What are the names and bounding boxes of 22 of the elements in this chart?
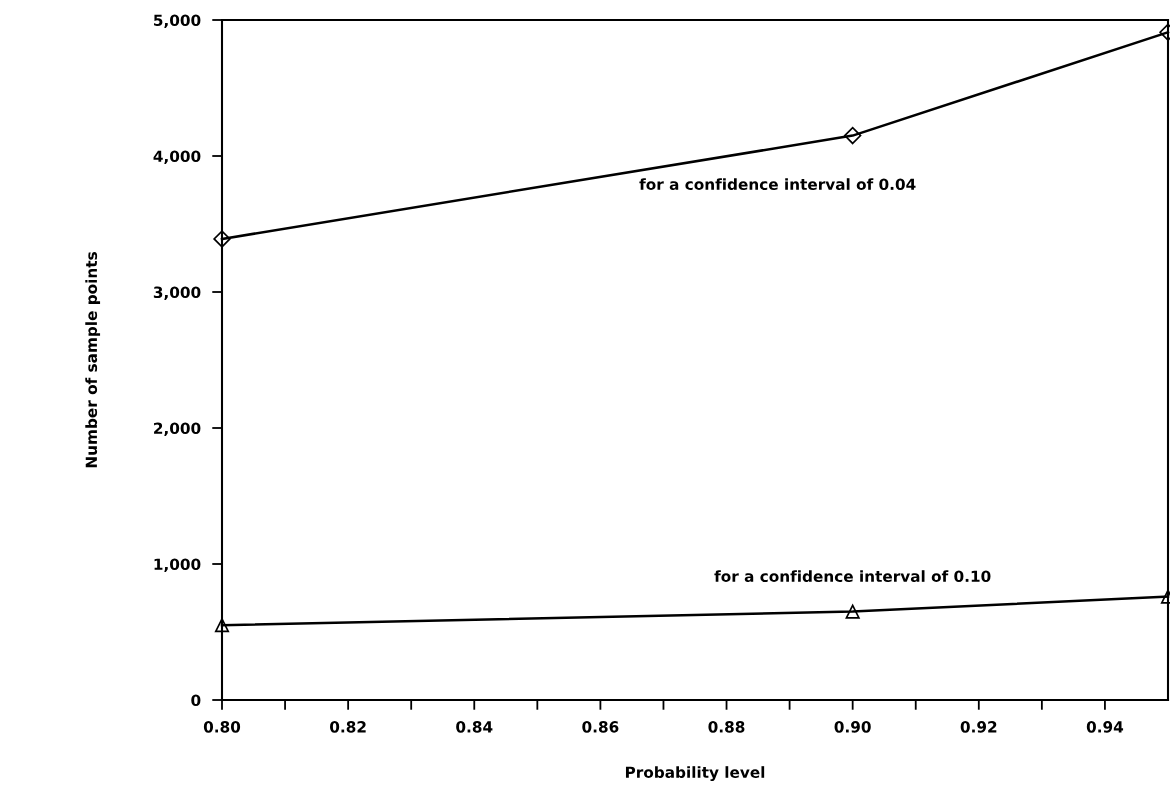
point: [843, 126, 862, 145]
y-tick-label: 4,000: [153, 150, 201, 164]
x-axis-title: Probability level: [625, 766, 765, 782]
y-tick-label: 3,000: [153, 286, 201, 300]
x-tick-label: 0.86: [582, 721, 619, 733]
x-tick-label: 0.90: [834, 721, 871, 733]
x-tick-label: 0.80: [203, 721, 241, 733]
x-tick-label: 0.92: [960, 721, 997, 733]
point: [213, 230, 231, 248]
y-axis-title: Number of sample points: [85, 252, 101, 468]
x-tick-label: 0.88: [708, 721, 745, 733]
x-tick-label: 0.84: [456, 721, 493, 733]
point: [214, 618, 230, 633]
y-tick-label: 5,000: [154, 14, 201, 28]
x-tick-label: 0.94: [1086, 721, 1124, 733]
x-tick-label: 0.82: [330, 721, 366, 733]
y-tick-label: 0: [191, 694, 201, 707]
y-tick-label: 2,000: [154, 422, 201, 436]
series-label: for a confidence interval of 0.04: [639, 178, 916, 191]
series-label: for a confidence interval of 0.10: [714, 570, 991, 583]
y-tick-label: 1,000: [154, 558, 201, 572]
point: [845, 604, 860, 619]
